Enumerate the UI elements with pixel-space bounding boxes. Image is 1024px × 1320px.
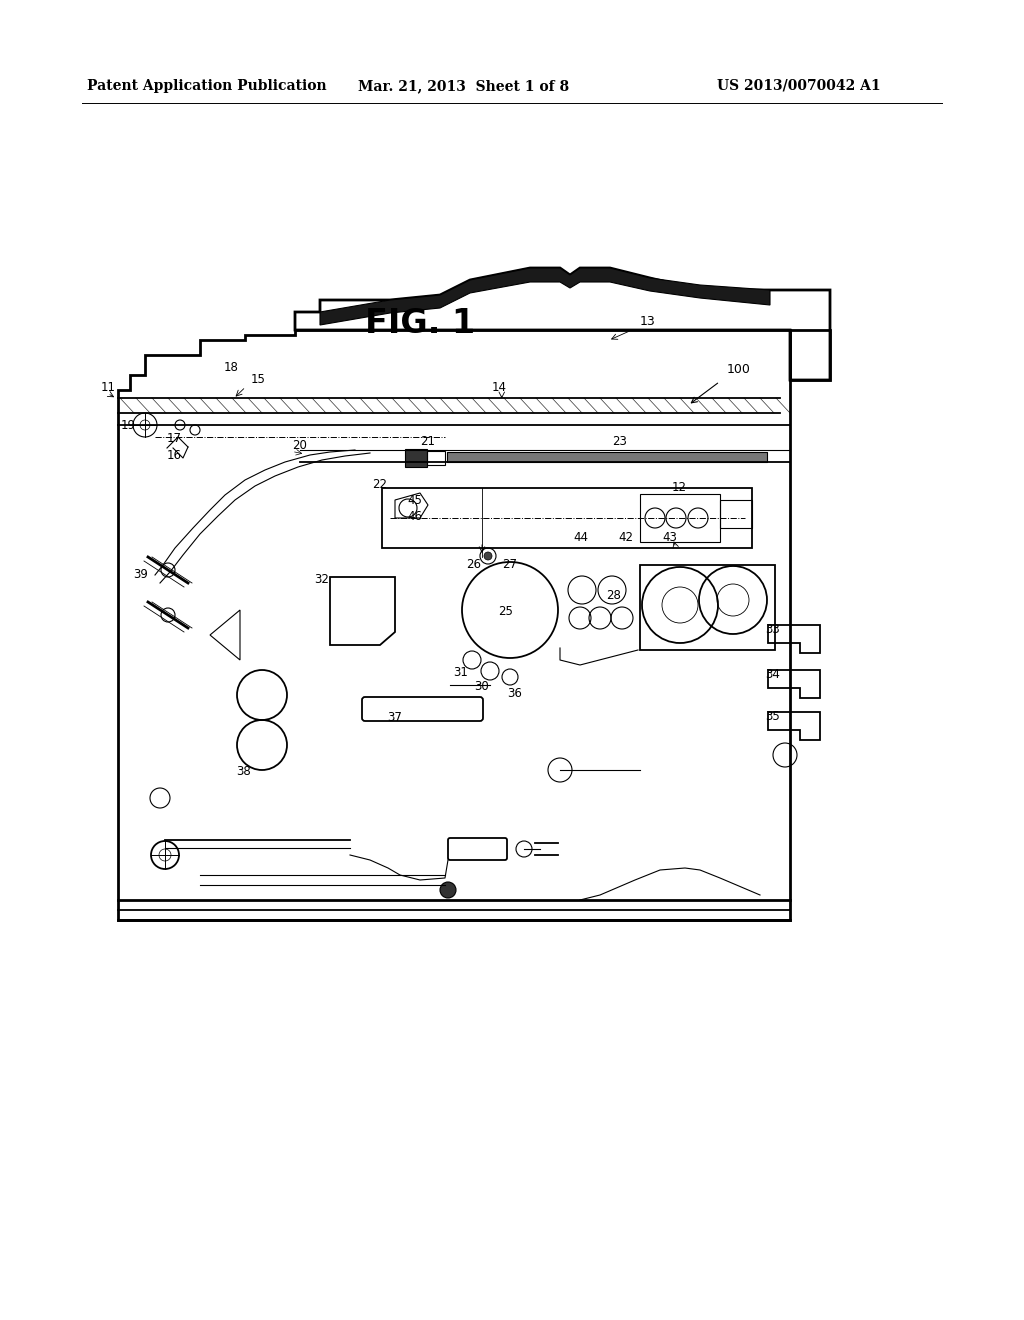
Text: 42: 42: [618, 531, 634, 544]
Text: 37: 37: [387, 710, 402, 723]
Text: 43: 43: [663, 531, 678, 544]
Text: 27: 27: [502, 557, 517, 570]
Text: 31: 31: [454, 665, 469, 678]
FancyBboxPatch shape: [406, 449, 427, 467]
Text: 25: 25: [499, 605, 513, 618]
Text: 30: 30: [474, 680, 488, 693]
Text: 21: 21: [420, 434, 435, 447]
Text: 20: 20: [292, 438, 307, 451]
Text: 45: 45: [408, 494, 423, 507]
Text: 14: 14: [492, 380, 507, 393]
Text: 36: 36: [507, 686, 522, 700]
Polygon shape: [319, 268, 770, 325]
Text: 44: 44: [573, 531, 589, 544]
Text: 16: 16: [167, 449, 182, 462]
Text: 33: 33: [765, 623, 779, 636]
Circle shape: [484, 552, 492, 560]
Text: 32: 32: [314, 573, 330, 586]
Text: 12: 12: [672, 480, 687, 494]
Text: Mar. 21, 2013  Sheet 1 of 8: Mar. 21, 2013 Sheet 1 of 8: [358, 79, 569, 92]
Text: 22: 22: [372, 478, 387, 491]
Text: 35: 35: [765, 710, 779, 723]
Text: 100: 100: [727, 363, 751, 376]
Text: 23: 23: [612, 434, 628, 447]
Text: 38: 38: [237, 764, 251, 777]
Text: 13: 13: [640, 314, 655, 327]
Text: FIG. 1: FIG. 1: [365, 306, 475, 339]
Text: 19: 19: [121, 418, 136, 432]
Text: 17: 17: [167, 432, 182, 445]
Text: 11: 11: [100, 380, 116, 393]
Text: 28: 28: [606, 589, 622, 602]
Circle shape: [440, 882, 456, 898]
FancyBboxPatch shape: [447, 451, 767, 462]
Text: 15: 15: [251, 372, 266, 385]
Text: US 2013/0070042 A1: US 2013/0070042 A1: [717, 79, 881, 92]
Text: 39: 39: [133, 568, 148, 581]
Text: 18: 18: [223, 360, 239, 374]
Text: 46: 46: [408, 510, 423, 523]
Text: Patent Application Publication: Patent Application Publication: [87, 79, 327, 92]
Text: 26: 26: [466, 557, 481, 570]
Text: 34: 34: [765, 668, 780, 681]
